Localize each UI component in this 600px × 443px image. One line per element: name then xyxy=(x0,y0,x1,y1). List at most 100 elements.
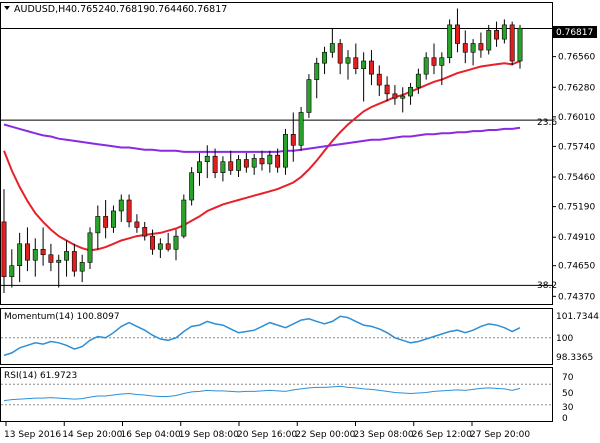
candle-up xyxy=(423,57,429,75)
candle-down xyxy=(228,161,234,171)
candle-up xyxy=(283,134,288,168)
candle-up xyxy=(64,251,69,261)
rsi-tick-70: 70 xyxy=(562,373,574,383)
candle-up xyxy=(400,95,406,99)
candle-up xyxy=(439,57,445,66)
candle-up xyxy=(204,155,210,163)
candle-down xyxy=(353,57,359,69)
candle-down xyxy=(369,60,374,75)
time-tick-label: 16 Sep 04:00 xyxy=(121,430,181,440)
candle-up xyxy=(95,216,101,234)
candle-up xyxy=(267,154,273,165)
candle-up xyxy=(220,161,226,173)
candle-up xyxy=(17,243,23,266)
candle-up xyxy=(251,158,257,168)
price-tick-label: 0.75460 xyxy=(558,173,595,183)
price-tick-label: 0.74370 xyxy=(558,292,595,302)
candle-up xyxy=(79,262,85,272)
candle-up xyxy=(345,57,351,64)
time-tick-label: 14 Sep 20:00 xyxy=(62,430,122,440)
candle-down xyxy=(243,159,249,168)
candle-up xyxy=(501,24,507,40)
candle-up xyxy=(87,232,93,263)
candle-up xyxy=(118,199,124,212)
candle-up xyxy=(314,62,320,80)
momentum-series xyxy=(3,315,521,357)
time-tick-label: 22 Sep 00:00 xyxy=(295,430,355,440)
candle-down xyxy=(478,43,484,51)
collapse-triangle-icon[interactable] xyxy=(4,6,10,10)
candle-down xyxy=(275,154,281,168)
candle-up xyxy=(157,243,163,250)
price-tick-label: 0.76010 xyxy=(558,113,595,123)
candle-down xyxy=(40,248,46,256)
candle-up xyxy=(517,27,523,62)
candle-up xyxy=(197,161,202,173)
candle-up xyxy=(111,210,116,228)
main-pane-frame xyxy=(0,2,553,305)
candle-down xyxy=(431,57,437,66)
candle-up xyxy=(415,73,421,88)
rsi-tick-50: 50 xyxy=(562,389,574,399)
candle-down xyxy=(48,254,54,263)
candle-down xyxy=(134,221,140,228)
candle-down xyxy=(126,199,132,223)
candle-up xyxy=(329,43,335,53)
candle-down xyxy=(259,158,265,165)
ohlc-high: 0.76819 xyxy=(110,4,149,15)
momentum-pane-frame xyxy=(0,308,553,365)
candle-down xyxy=(376,73,382,86)
candles xyxy=(1,8,523,294)
rsi-tick-0: 0 xyxy=(562,414,568,424)
candle-up xyxy=(9,265,15,277)
candle-up xyxy=(361,60,367,69)
price-tick-label: 0.75740 xyxy=(558,142,595,152)
rsi-title: RSI(14) 61.9723 xyxy=(4,371,77,381)
last-price-label: 0.76817 xyxy=(556,28,593,38)
candle-up xyxy=(181,199,187,237)
candle-up xyxy=(298,112,304,146)
fib-label-38-2: 38.2 xyxy=(537,281,557,291)
time-tick-label: 20 Sep 16:00 xyxy=(237,430,297,440)
candle-up xyxy=(173,235,179,250)
candle-down xyxy=(150,235,155,250)
momentum-title: Momentum(14) 100.8097 xyxy=(4,312,120,322)
last-price-box xyxy=(553,26,597,38)
momentum-tick-high: 101.7344 xyxy=(556,312,599,322)
candle-down xyxy=(71,251,77,272)
candle-down xyxy=(384,84,390,95)
candle-down xyxy=(290,134,296,146)
candle-up xyxy=(322,51,327,64)
candle-down xyxy=(337,43,343,64)
time-tick-label: 26 Sep 12:00 xyxy=(412,430,472,440)
candle-down xyxy=(1,221,7,277)
price-tick-label: 0.75190 xyxy=(558,203,595,213)
rsi-line xyxy=(1,383,552,406)
rsi-tick-30: 30 xyxy=(562,403,574,413)
momentum-line xyxy=(1,315,552,357)
time-tick-label: 23 Sep 08:00 xyxy=(354,430,414,440)
time-tick-label: 13 Sep 2016 xyxy=(4,430,61,440)
chart-symbol: AUDUSD,H4 xyxy=(14,4,71,15)
momentum-tick-low: 98.3365 xyxy=(556,353,593,363)
candle-up xyxy=(486,30,492,51)
fib-label-23-6: 23.6 xyxy=(537,118,557,128)
candle-down xyxy=(212,155,218,173)
candle-up xyxy=(189,172,195,201)
candle-down xyxy=(392,93,398,99)
candle-down xyxy=(494,30,499,40)
price-tick-label: 0.74650 xyxy=(558,262,595,272)
candle-down xyxy=(165,243,171,250)
candle-down xyxy=(455,24,460,44)
price-tick-label: 0.74910 xyxy=(558,233,595,243)
time-tick-label: 19 Sep 08:00 xyxy=(179,430,239,440)
candle-up xyxy=(447,24,453,59)
candle-down xyxy=(509,24,515,62)
ohlc-low: 0.76446 xyxy=(149,4,188,15)
levels-layer xyxy=(1,28,552,286)
candle-up xyxy=(408,86,413,97)
price-axis: 0.76560 0.76280 0.76010 0.75740 0.75460 0.751… xyxy=(552,53,595,302)
price-tick-label: 0.76280 xyxy=(558,83,595,93)
